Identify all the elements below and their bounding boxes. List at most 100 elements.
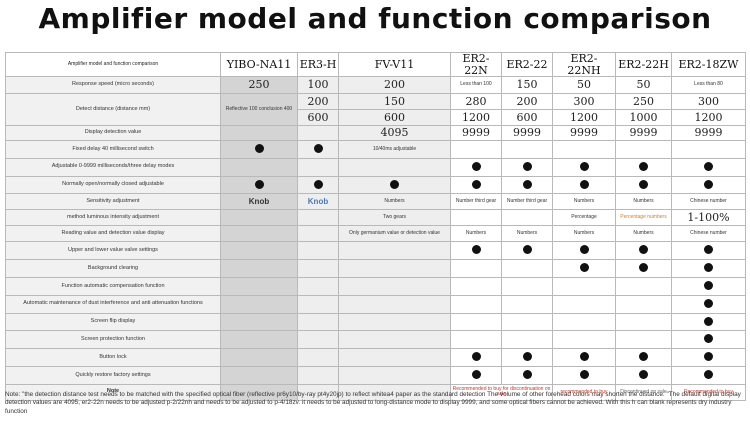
row-label: Quickly restore factory settings <box>5 366 221 385</box>
cell <box>552 157 616 177</box>
cell: 100 <box>297 76 339 95</box>
cell: Percentage numbers <box>615 209 672 227</box>
feature-dot-icon <box>579 161 589 171</box>
cell: Numbers <box>615 193 672 211</box>
cell <box>338 241 451 261</box>
cell <box>615 175 672 195</box>
feature-dot-icon <box>522 245 532 255</box>
cell <box>450 140 502 159</box>
feature-dot-icon <box>522 370 532 380</box>
cell <box>671 348 746 368</box>
cell: 1200 <box>671 109 746 127</box>
cell <box>220 312 298 332</box>
cell <box>615 366 672 385</box>
feature-dot-icon <box>579 245 589 255</box>
cell <box>220 348 298 368</box>
feature-dot-icon <box>313 179 323 189</box>
page-title: Amplifier model and function comparison <box>38 2 712 35</box>
feature-dot-icon <box>522 179 532 189</box>
cell <box>615 259 672 279</box>
table-row: Background clearing <box>5 259 746 279</box>
cell: 1200 <box>552 109 616 127</box>
model-header: YIBO-NA11 <box>220 51 298 78</box>
feature-dot-icon <box>254 179 264 189</box>
cell <box>615 277 672 296</box>
row-label: Response speed (micro seconds) <box>5 76 221 95</box>
cell <box>338 175 451 195</box>
row-label: Adjustable 0-9999 milliseconds/three del… <box>5 157 221 177</box>
feature-dot-icon <box>471 161 481 171</box>
cell <box>501 241 553 261</box>
cell <box>552 312 616 332</box>
cell <box>297 241 339 261</box>
model-header: ER3-H <box>297 51 339 78</box>
feature-dot-icon <box>471 370 481 380</box>
cell <box>552 259 616 279</box>
cell <box>297 259 339 279</box>
feature-dot-icon <box>579 179 589 189</box>
cell <box>297 330 339 350</box>
cell <box>338 383 451 401</box>
cell: Numbers <box>501 225 553 243</box>
feature-dot-icon <box>579 263 589 273</box>
cell <box>297 125 339 142</box>
cell <box>552 241 616 261</box>
cell <box>450 294 502 314</box>
cell: 9999 <box>552 125 616 142</box>
row-label: Button lock <box>5 348 221 368</box>
feature-dot-icon <box>704 352 713 362</box>
cell: Only germanium value or detection value <box>338 225 451 243</box>
cell <box>501 312 553 332</box>
table-row: Function automatic compensation function <box>5 277 746 296</box>
cell: 200 <box>501 93 553 111</box>
cell: Numbers <box>552 225 616 243</box>
cell <box>671 140 746 159</box>
feature-dot-icon <box>471 352 481 362</box>
cell <box>671 175 746 195</box>
cell: 280 <box>450 93 502 111</box>
comparison-table: Amplifier model and function comparison … <box>5 51 746 401</box>
feature-dot-icon <box>471 179 481 189</box>
cell: 1200 <box>450 109 502 127</box>
table-row: Detect distance (distance mm) Reflective… <box>5 93 746 127</box>
cell <box>220 277 298 296</box>
cell <box>450 330 502 350</box>
cell <box>501 140 553 159</box>
table-row: Automatic maintenance of dust interferen… <box>5 294 746 314</box>
cell <box>671 330 746 350</box>
table-row: method luminous intensity adjustment Two… <box>5 209 746 227</box>
row-label: Screen protection function <box>5 330 221 350</box>
cell <box>552 294 616 314</box>
cell: Numbers <box>615 225 672 243</box>
cell: Chinese number <box>671 225 746 243</box>
cell <box>450 175 502 195</box>
table-row: Note Recommended to buy for discontinuat… <box>5 383 746 401</box>
cell <box>615 294 672 314</box>
cell <box>220 259 298 279</box>
cell <box>450 348 502 368</box>
feature-dot-icon <box>639 245 648 255</box>
cell: 9999 <box>615 125 672 142</box>
table-row: Screen flip display <box>5 312 746 332</box>
row-label: Note <box>5 383 221 401</box>
table-row: Response speed (micro seconds) 250 100 2… <box>5 76 746 95</box>
cell <box>501 294 553 314</box>
feature-dot-icon <box>313 144 323 154</box>
cell: Numbers <box>338 193 451 211</box>
model-header: ER2-22N <box>450 51 502 78</box>
cell: 200 <box>297 93 339 111</box>
cell: 9999 <box>671 125 746 142</box>
cell <box>450 366 502 385</box>
feature-dot-icon <box>639 370 648 380</box>
cell <box>297 366 339 385</box>
cell: Two gears <box>338 209 451 227</box>
note-cell: Discontinued on sale <box>615 383 672 401</box>
table-row: Button lock <box>5 348 746 368</box>
cell <box>671 312 746 332</box>
cell: 600 <box>297 109 339 127</box>
cell: 150 <box>501 76 553 95</box>
feature-dot-icon <box>704 316 713 326</box>
header-row: Amplifier model and function comparison … <box>5 51 746 78</box>
feature-dot-icon <box>704 245 713 255</box>
cell <box>615 330 672 350</box>
